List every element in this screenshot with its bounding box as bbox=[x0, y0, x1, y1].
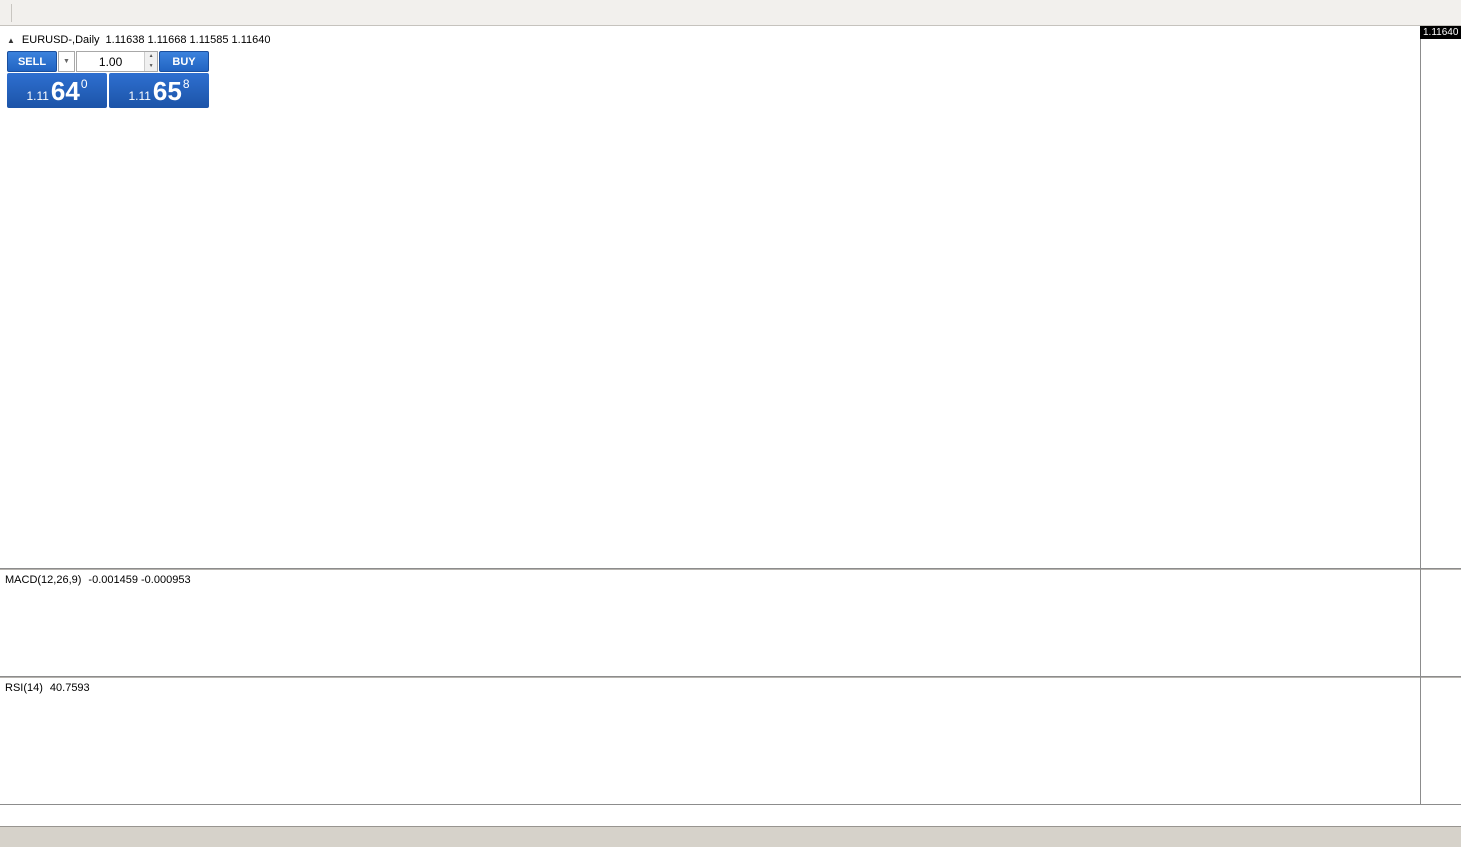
time-axis[interactable] bbox=[0, 804, 1461, 826]
buy-price-sup: 8 bbox=[182, 77, 190, 91]
lot-spinner: ▲ ▼ bbox=[144, 52, 157, 71]
collapse-panel-icon[interactable]: ▲ bbox=[7, 35, 15, 45]
lot-size-input[interactable] bbox=[77, 52, 145, 71]
spinner-down-button[interactable]: ▼ bbox=[145, 61, 157, 71]
buy-price-prefix: 1.11 bbox=[128, 89, 151, 103]
rsi-value: 40.7593 bbox=[49, 682, 90, 694]
toolbar-separator bbox=[11, 3, 12, 22]
macd-values: -0.001459 -0.000953 bbox=[88, 574, 191, 586]
chart-symbol-label: EURUSD-,Daily bbox=[21, 34, 100, 46]
macd-header: MACD(12,26,9) -0.001459 -0.000953 bbox=[5, 574, 191, 586]
buy-price-display[interactable]: 1.11 65 8 bbox=[109, 73, 209, 108]
current-price-tag: 1.11640 bbox=[1420, 26, 1461, 39]
rsi-panel-divider[interactable] bbox=[0, 676, 1461, 678]
rsi-panel: RSI(14) 40.7593 bbox=[0, 679, 1420, 804]
rsi-axis[interactable] bbox=[1422, 679, 1461, 804]
lot-size-field: ▲ ▼ bbox=[76, 51, 158, 72]
buy-price-big: 65 bbox=[152, 75, 182, 106]
main-chart-panel[interactable]: ▲ EURUSD-,Daily 1.11638 1.11668 1.11585 … bbox=[0, 26, 1420, 568]
price-axis[interactable]: 1.11640 bbox=[1420, 26, 1461, 568]
lot-dropdown-button[interactable]: ▼ bbox=[58, 51, 75, 72]
timeframe-toolbar bbox=[0, 0, 1461, 26]
chart-tab-bar bbox=[0, 826, 1461, 847]
macd-axis[interactable] bbox=[1422, 571, 1461, 676]
chevron-down-icon: ▼ bbox=[63, 58, 70, 65]
axis-separator bbox=[1420, 26, 1421, 804]
macd-label: MACD(12,26,9) bbox=[5, 574, 82, 586]
chart-ohlc-values: 1.11638 1.11668 1.11585 1.11640 bbox=[105, 34, 271, 46]
sell-price-prefix: 1.11 bbox=[26, 89, 49, 103]
rsi-label: RSI(14) bbox=[5, 682, 43, 694]
sell-price-big: 64 bbox=[50, 75, 80, 106]
sell-button[interactable]: SELL bbox=[7, 51, 57, 72]
sell-price-sup: 0 bbox=[80, 77, 88, 91]
macd-panel-divider[interactable] bbox=[0, 568, 1461, 570]
one-click-trading-panel: SELL ▼ ▲ ▼ BUY 1.11 64 0 1.1 bbox=[7, 51, 209, 108]
sell-price-display[interactable]: 1.11 64 0 bbox=[7, 73, 107, 108]
macd-panel: MACD(12,26,9) -0.001459 -0.000953 bbox=[0, 571, 1420, 676]
spinner-up-button[interactable]: ▲ bbox=[145, 52, 157, 62]
buy-button[interactable]: BUY bbox=[159, 51, 209, 72]
rsi-header: RSI(14) 40.7593 bbox=[5, 682, 90, 694]
chart-title: ▲ EURUSD-,Daily 1.11638 1.11668 1.11585 … bbox=[7, 34, 271, 46]
